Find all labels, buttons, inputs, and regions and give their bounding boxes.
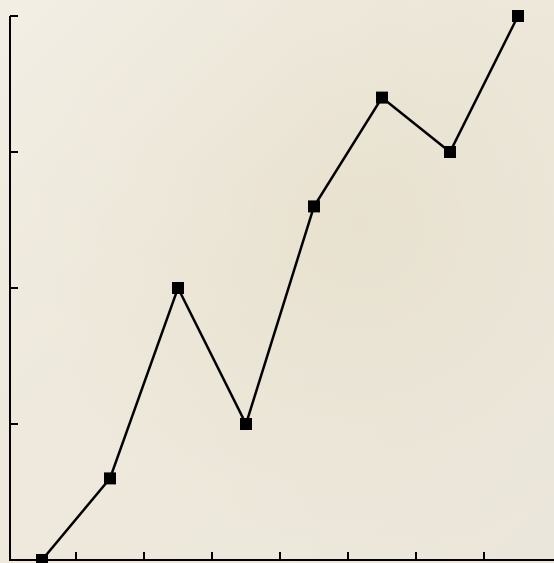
marker (172, 282, 184, 294)
marker (376, 91, 388, 104)
marker (444, 146, 456, 158)
marker (104, 472, 116, 485)
marker (36, 554, 48, 563)
marker (512, 10, 524, 22)
line (41, 15, 520, 561)
marker (308, 200, 320, 213)
marker (240, 418, 252, 430)
